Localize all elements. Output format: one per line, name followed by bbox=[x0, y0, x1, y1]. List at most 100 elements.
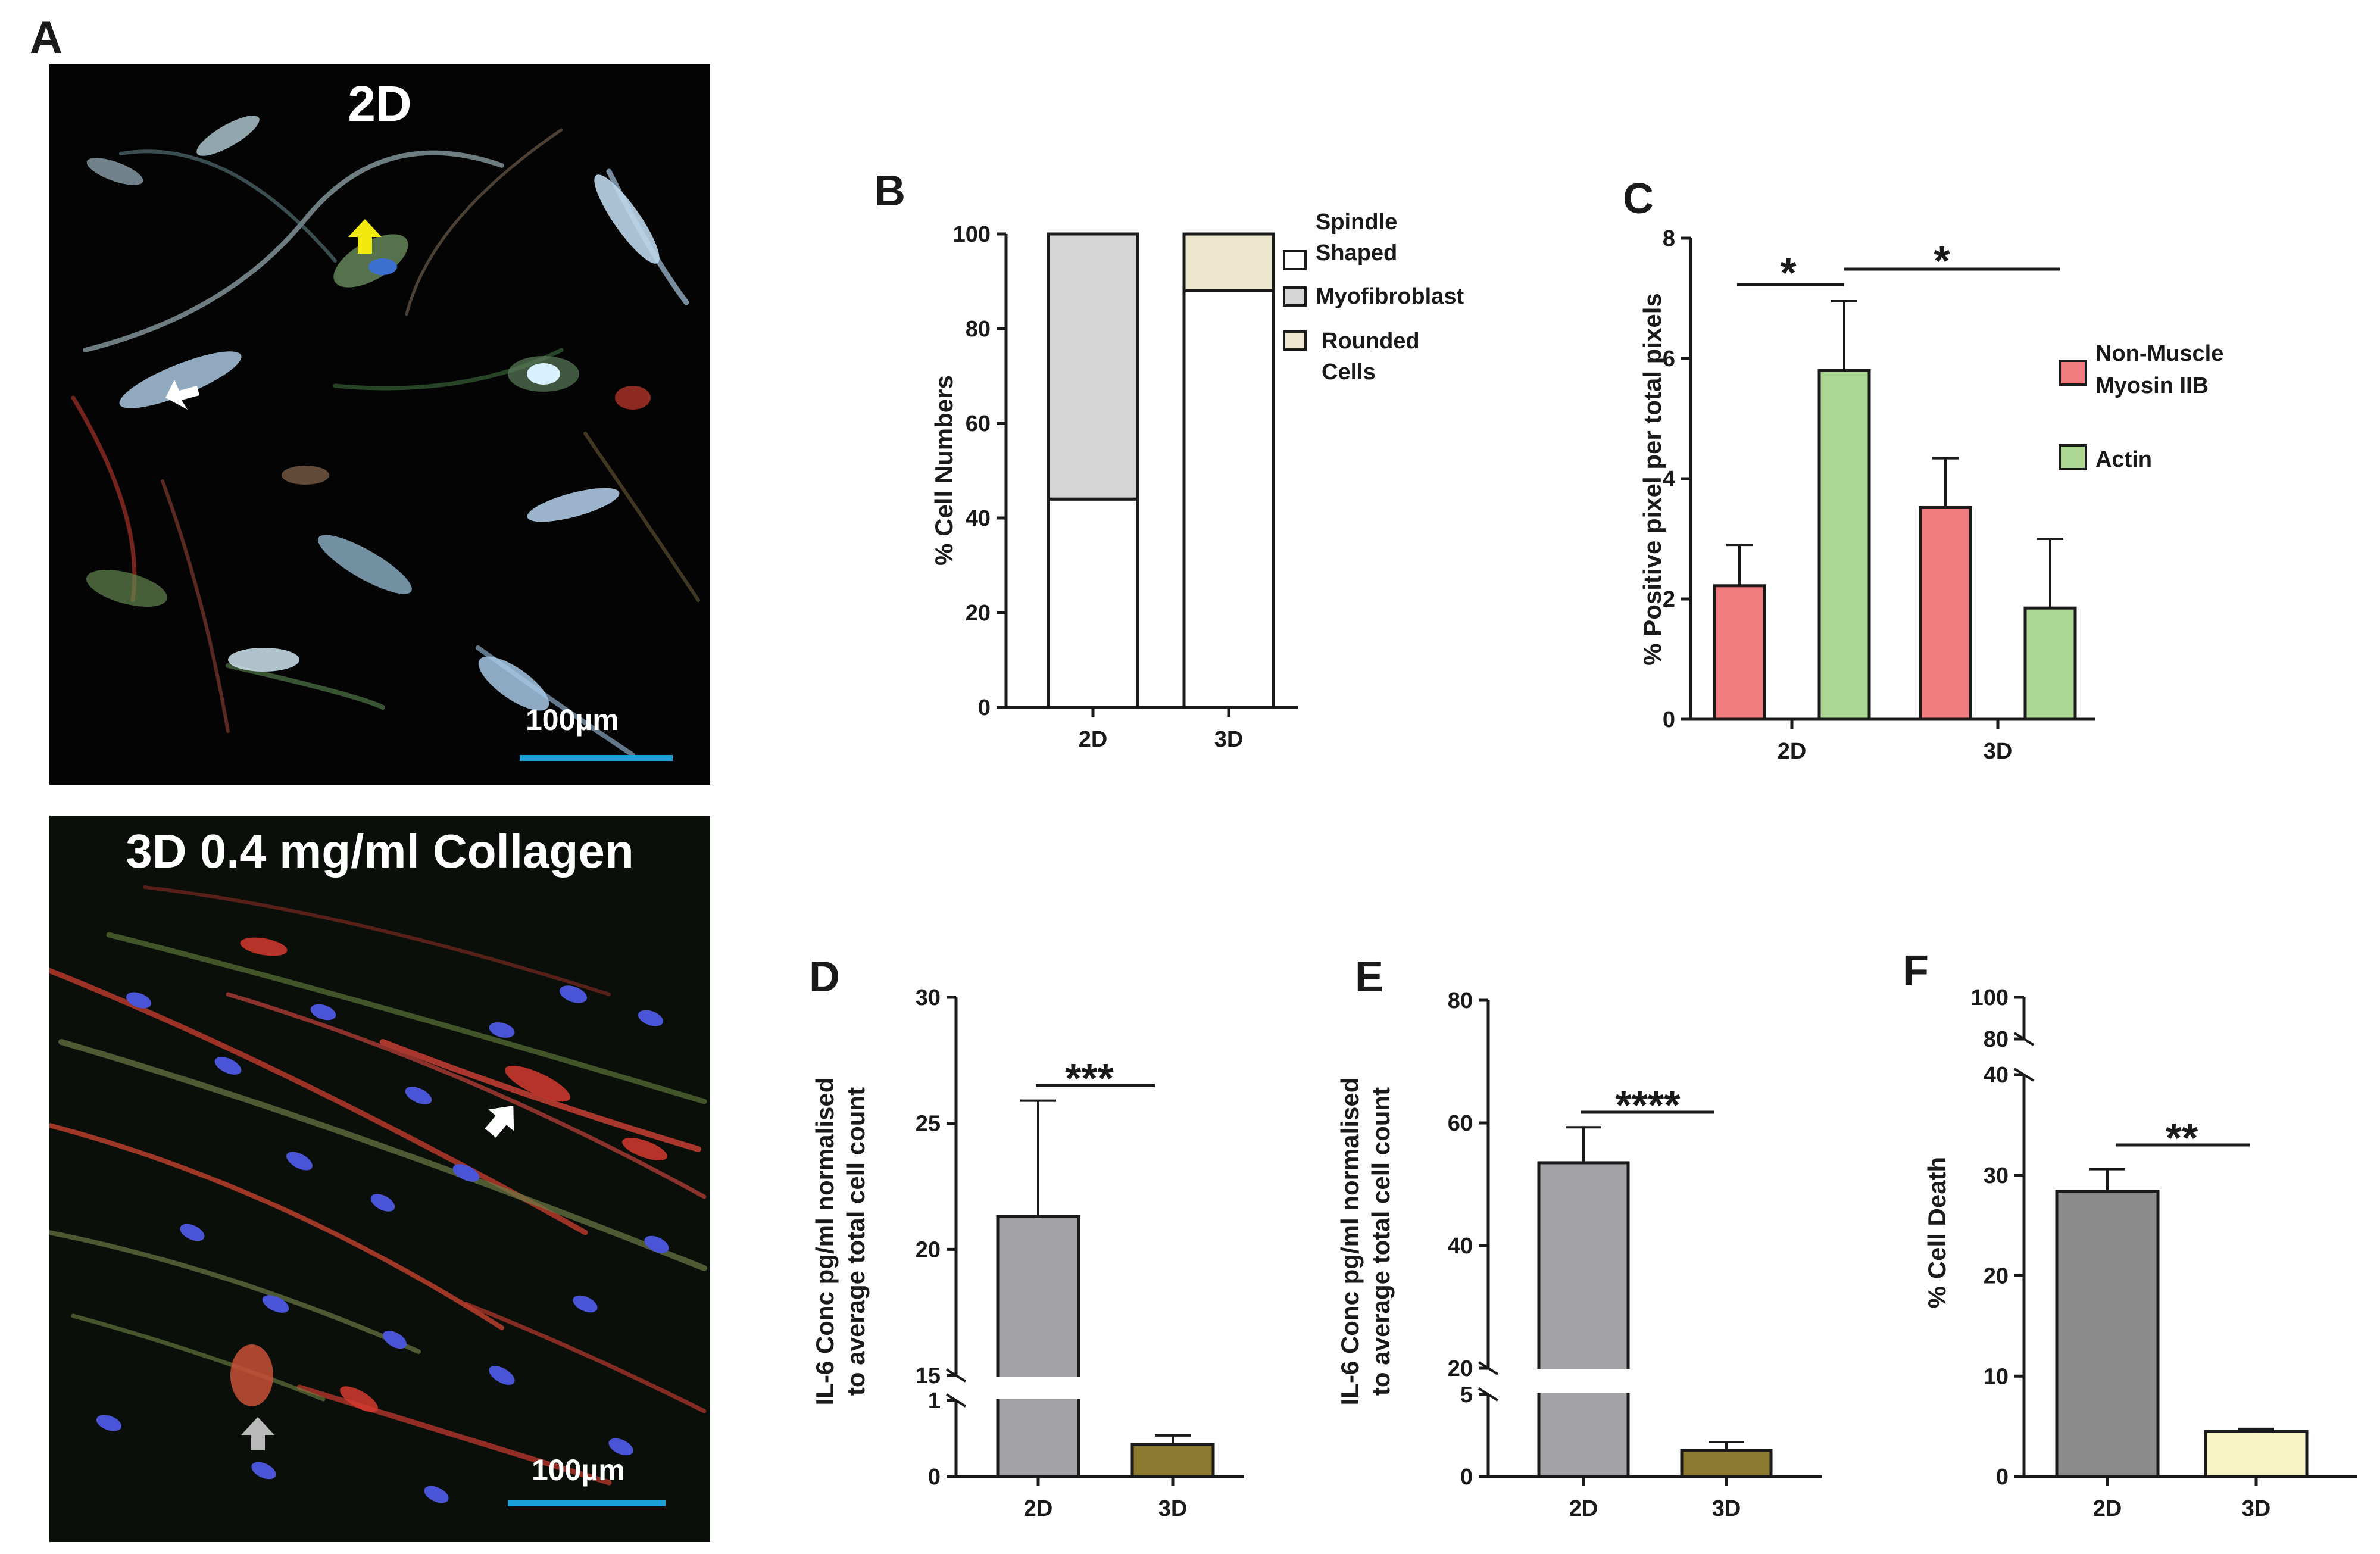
y-tick-label: 10 bbox=[1984, 1364, 2009, 1389]
y-tick-label: 1 bbox=[928, 1388, 941, 1413]
grey-arrow-icon bbox=[241, 1417, 274, 1450]
x-tick-label: 2D bbox=[1024, 1496, 1053, 1521]
y-tick-label: 15 bbox=[916, 1363, 941, 1388]
legend-label: Shaped bbox=[1316, 241, 1397, 266]
x-tick-label: 2D bbox=[1079, 727, 1108, 752]
bar bbox=[1919, 505, 1972, 721]
y-tick-label: 2 bbox=[1663, 587, 1675, 612]
white-arrow-icon-3d bbox=[485, 1106, 514, 1138]
legend-label: Non-Muscle bbox=[2095, 341, 2223, 366]
legend-swatch bbox=[2059, 444, 2087, 470]
y-tick-label: 100 bbox=[953, 222, 991, 247]
bar-break-gap bbox=[1536, 1369, 1631, 1393]
y-tick-label: 30 bbox=[916, 985, 941, 1010]
x-tick-label: 2D bbox=[1778, 739, 1807, 764]
legend-label: Rounded bbox=[1322, 329, 1420, 354]
x-tick-label: 3D bbox=[1712, 1496, 1741, 1521]
bar-segment bbox=[1182, 289, 1275, 709]
chart-e: E 0 520 40 60 80 IL-6 Conc pg/ml normalised to … bbox=[1336, 953, 1822, 1521]
scale-label-3d: 100µm bbox=[532, 1453, 625, 1487]
panel-label-c: C bbox=[1623, 175, 1654, 223]
bar bbox=[1680, 1449, 1773, 1478]
significance-star: * bbox=[1934, 238, 1950, 284]
bar-segment bbox=[1047, 497, 1139, 709]
y-tick-label: 5 bbox=[1460, 1383, 1473, 1408]
legend-label: Actin bbox=[2095, 447, 2152, 472]
panel-label-b: B bbox=[874, 167, 905, 215]
y-axis-label: to average total cell count bbox=[1367, 1087, 1395, 1396]
scale-label-2d: 100µm bbox=[526, 703, 619, 737]
bar-segment bbox=[1047, 232, 1139, 501]
bar bbox=[2204, 1430, 2309, 1478]
panel-label-f: F bbox=[1903, 947, 1929, 995]
significance-stars: *** bbox=[1065, 1055, 1114, 1101]
y-tick-label: 100 bbox=[1971, 985, 2009, 1010]
micrograph-3d-title: 3D 0.4 mg/ml Collagen bbox=[126, 825, 634, 878]
legend-swatch bbox=[1283, 330, 1307, 351]
micrograph-2d: 2D 100µm bbox=[49, 64, 710, 785]
panel-label-d: D bbox=[809, 953, 840, 1001]
y-axis-label: % Positive pixel per total pixels bbox=[1638, 293, 1666, 666]
y-tick-label: 20 bbox=[916, 1237, 941, 1262]
y-tick-label: 0 bbox=[928, 1465, 941, 1490]
bar bbox=[2023, 606, 2077, 721]
y-tick-label: 0 bbox=[1996, 1465, 2009, 1490]
x-tick-label: 3D bbox=[1214, 727, 1244, 752]
y-tick-label: 25 bbox=[916, 1112, 941, 1137]
x-tick-label: 2D bbox=[2093, 1496, 2122, 1521]
x-tick-label: 2D bbox=[1569, 1496, 1598, 1521]
y-tick-label: 40 bbox=[1448, 1234, 1473, 1259]
x-tick-label: 3D bbox=[1158, 1496, 1188, 1521]
y-tick-label: 4 bbox=[1663, 467, 1675, 492]
significance-star: * bbox=[1780, 249, 1797, 296]
y-tick-label: 40 bbox=[1984, 1063, 2009, 1088]
y-axis-label: IL-6 Conc pg/ml normalised bbox=[1336, 1078, 1364, 1406]
chart-b: B 0 20 40 60 80 100 % Cell Numbers 2D 3D Spindle Sh… bbox=[874, 167, 1464, 752]
x-tick-label: 3D bbox=[1984, 739, 2013, 764]
y-tick-label: 80 bbox=[1448, 988, 1473, 1013]
y-tick-label: 0 bbox=[978, 695, 991, 720]
bar bbox=[1130, 1443, 1215, 1478]
y-tick-label: 0 bbox=[1460, 1465, 1473, 1490]
y-tick-label: 60 bbox=[1448, 1111, 1473, 1136]
white-arrow-icon bbox=[165, 380, 199, 410]
y-axis-label: IL-6 Conc pg/ml normalised bbox=[811, 1078, 839, 1406]
y-tick-label: 20 bbox=[966, 601, 991, 626]
y-tick-label: 40 bbox=[966, 506, 991, 531]
legend-label: Cells bbox=[1322, 360, 1376, 385]
legend-label: Myofibroblast bbox=[1316, 284, 1464, 309]
bar-segment bbox=[1182, 232, 1275, 292]
y-tick-label: 20 bbox=[1984, 1264, 2009, 1289]
bar bbox=[1817, 369, 1871, 721]
y-tick-label: 80 bbox=[1984, 1027, 2009, 1052]
y-tick-label: 60 bbox=[966, 411, 991, 436]
scale-bar-3d bbox=[508, 1500, 666, 1506]
y-tick-label: 8 bbox=[1663, 226, 1675, 251]
bar bbox=[1537, 1161, 1630, 1478]
legend-swatch bbox=[2059, 360, 2087, 386]
yellow-arrow-icon bbox=[348, 219, 382, 254]
chart-f: F 0 10 20 30 40 80 100 % Cell Death 2D 3D ** bbox=[1903, 947, 2357, 1521]
y-axis-label: to average total cell count bbox=[842, 1087, 870, 1396]
scale-bar-2d bbox=[520, 755, 673, 761]
legend-label: Spindle bbox=[1316, 210, 1397, 235]
legend-swatch bbox=[1283, 286, 1307, 307]
y-axis-label: % Cell Death bbox=[1923, 1157, 1951, 1308]
y-tick-label: 80 bbox=[966, 317, 991, 342]
micrograph-3d-cells bbox=[49, 816, 710, 1542]
panel-label-e: E bbox=[1355, 953, 1383, 1001]
legend-label: Myosin IIB bbox=[2095, 373, 2209, 398]
bar bbox=[1713, 584, 1766, 721]
significance-stars: ** bbox=[2166, 1115, 2198, 1161]
panel-label-a: A bbox=[30, 13, 63, 63]
bar bbox=[996, 1215, 1080, 1478]
y-tick-label: 6 bbox=[1663, 347, 1675, 372]
chart-d: D 0 115 20 25 30 IL-6 Conc pg/ml normalised to … bbox=[809, 953, 1244, 1521]
bar bbox=[2055, 1190, 2160, 1478]
bar-break-gap bbox=[995, 1377, 1081, 1399]
micrograph-2d-cells bbox=[71, 116, 700, 757]
y-tick-label: 20 bbox=[1448, 1356, 1473, 1381]
x-tick-label: 3D bbox=[2242, 1496, 2271, 1521]
chart-c: C 0 2 4 6 8 % Positive pixel per total pixels 2… bbox=[1623, 175, 2223, 764]
